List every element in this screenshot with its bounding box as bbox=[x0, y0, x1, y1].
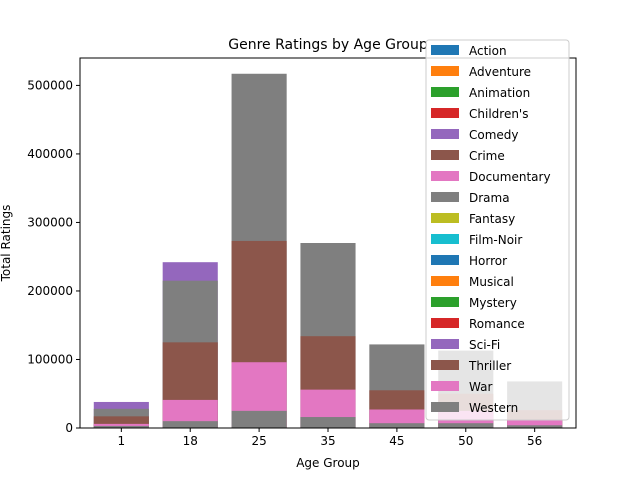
bar-25-western bbox=[231, 410, 287, 428]
legend-label: Documentary bbox=[469, 170, 551, 184]
legend-swatch bbox=[431, 87, 459, 97]
legend-swatch bbox=[431, 129, 459, 139]
y-axis-label: Total Ratings bbox=[0, 205, 13, 283]
bar-1-thriller bbox=[93, 416, 149, 428]
y-tick-label: 300000 bbox=[27, 215, 73, 229]
legend-label: Film-Noir bbox=[469, 233, 522, 247]
x-tick-label: 56 bbox=[527, 434, 542, 448]
x-axis: 1 18 25 35 45 50 56 bbox=[118, 428, 542, 448]
bar-35-western bbox=[300, 417, 356, 428]
bar-stack-18 bbox=[162, 262, 218, 428]
bar-1-western bbox=[93, 425, 149, 428]
legend-swatch bbox=[431, 45, 459, 55]
bar-stack-35 bbox=[300, 243, 356, 428]
x-axis-label: Age Group bbox=[296, 456, 360, 470]
legend-label: Horror bbox=[469, 254, 507, 268]
legend-swatch bbox=[431, 171, 459, 181]
legend-label: Children's bbox=[469, 107, 528, 121]
bar-stack-45 bbox=[369, 344, 425, 428]
chart-title: Genre Ratings by Age Group bbox=[228, 37, 428, 53]
legend-swatch bbox=[431, 318, 459, 328]
legend-label: Adventure bbox=[469, 65, 531, 79]
legend-swatch bbox=[431, 213, 459, 223]
legend-swatch bbox=[431, 276, 459, 286]
legend-swatch bbox=[431, 381, 459, 391]
legend-label: Action bbox=[469, 44, 507, 58]
legend-swatch bbox=[431, 66, 459, 76]
legend-label: Mystery bbox=[469, 296, 517, 310]
legend-label: Fantasy bbox=[469, 212, 515, 226]
y-tick-label: 400000 bbox=[27, 147, 73, 161]
y-tick-label: 500000 bbox=[27, 78, 73, 92]
x-tick-label: 25 bbox=[251, 434, 266, 448]
y-tick-label: 200000 bbox=[27, 284, 73, 298]
legend-swatch bbox=[431, 192, 459, 202]
x-tick-label: 50 bbox=[458, 434, 473, 448]
x-tick-label: 45 bbox=[389, 434, 404, 448]
legend-box bbox=[425, 39, 570, 421]
bar-56-war bbox=[507, 420, 563, 428]
legend-label: Musical bbox=[469, 275, 514, 289]
legend-label: Animation bbox=[469, 86, 530, 100]
legend-label: Romance bbox=[469, 317, 525, 331]
x-tick-label: 18 bbox=[183, 434, 198, 448]
y-tick-label: 100000 bbox=[27, 352, 73, 366]
bar-56-western bbox=[507, 425, 563, 428]
legend-label: Drama bbox=[469, 191, 510, 205]
legend-swatch bbox=[431, 150, 459, 160]
legend-swatch bbox=[431, 108, 459, 118]
x-tick-label: 35 bbox=[320, 434, 335, 448]
legend-label: War bbox=[469, 380, 492, 394]
legend: Action Adventure Animation Children's Comedy… bbox=[425, 39, 570, 421]
legend-items: Action Adventure Animation Children's Comedy… bbox=[431, 44, 551, 415]
y-axis: 0 100000 200000 300000 400000 500000 bbox=[27, 78, 80, 435]
legend-label: Sci-Fi bbox=[469, 338, 500, 352]
bar-stack-25 bbox=[231, 73, 287, 428]
bar-45-western bbox=[369, 423, 425, 428]
legend-swatch bbox=[431, 234, 459, 244]
legend-label: Thriller bbox=[468, 359, 511, 373]
y-tick-label: 0 bbox=[65, 421, 73, 435]
legend-swatch bbox=[431, 402, 459, 412]
legend-swatch bbox=[431, 255, 459, 265]
legend-label: Western bbox=[469, 401, 518, 415]
legend-swatch bbox=[431, 297, 459, 307]
bar-18-western bbox=[162, 421, 218, 428]
legend-label: Comedy bbox=[469, 128, 519, 142]
x-tick-label: 1 bbox=[118, 434, 126, 448]
legend-label: Crime bbox=[469, 149, 505, 163]
bar-stack-1 bbox=[93, 401, 149, 428]
legend-swatch bbox=[431, 339, 459, 349]
bars-layer bbox=[93, 73, 563, 428]
bar-50-western bbox=[438, 423, 494, 428]
legend-swatch bbox=[431, 360, 459, 370]
